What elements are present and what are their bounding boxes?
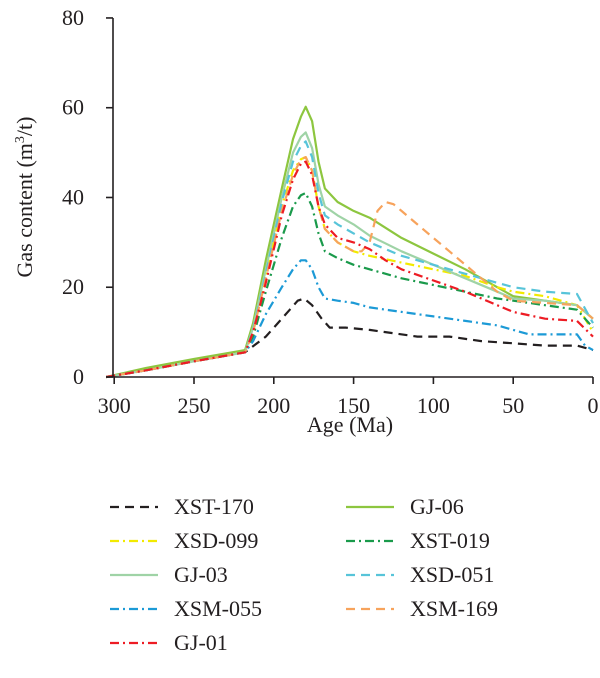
legend-label: XST-170 — [174, 494, 254, 519]
legend: XST-170 GJ-06 XSD-099 XST-019 GJ-03 XSD-051 XS… — [110, 494, 498, 655]
axes — [106, 18, 593, 378]
x-tick-label: 100 — [417, 393, 450, 418]
series-line-gj-01 — [106, 160, 594, 379]
legend-label: GJ-03 — [174, 562, 228, 587]
legend-entry: XST-019 — [346, 528, 490, 553]
legend-entry: XSM-169 — [346, 596, 498, 621]
x-tick-label: 0 — [588, 393, 599, 418]
series-line-xsd-051 — [106, 140, 594, 379]
ticks: 300 250 200 150 100 50 0 0 20 40 60 80 — [62, 5, 599, 418]
legend-label: XSD-051 — [410, 562, 494, 587]
series-line-xsm-169 — [106, 156, 594, 379]
y-tick-label: 0 — [73, 364, 84, 389]
y-axis-title-main: Gas content (m — [12, 143, 37, 277]
legend-label: XST-019 — [410, 528, 490, 553]
legend-entry: GJ-06 — [346, 494, 464, 519]
legend-entry: XST-170 — [110, 494, 254, 519]
y-tick-label: 60 — [62, 95, 84, 120]
legend-label: XSM-169 — [410, 596, 498, 621]
y-axis-title-superscript: 3 — [13, 136, 28, 143]
x-tick-label: 200 — [257, 393, 290, 418]
legend-label: GJ-01 — [174, 630, 228, 655]
legend-entry: GJ-03 — [110, 562, 228, 587]
x-tick-label: 300 — [98, 393, 131, 418]
plot-area — [105, 105, 594, 379]
x-tick-label: 50 — [502, 393, 524, 418]
legend-label: GJ-06 — [410, 494, 464, 519]
y-axis-title: Gas content (m3/t) — [12, 117, 37, 278]
legend-label: XSM-055 — [174, 596, 262, 621]
x-tick-label: 150 — [337, 393, 370, 418]
series-line-gj-03 — [106, 131, 594, 379]
series-line-xsm-055 — [106, 259, 594, 379]
legend-entry: XSD-051 — [346, 562, 494, 587]
x-tick-label: 250 — [178, 393, 211, 418]
y-tick-label: 80 — [62, 5, 84, 30]
y-tick-label: 20 — [62, 274, 84, 299]
legend-entry: XSD-099 — [110, 528, 258, 553]
legend-entry: GJ-01 — [110, 630, 228, 655]
y-tick-label: 40 — [62, 184, 84, 209]
legend-entry: XSM-055 — [110, 596, 262, 621]
series-line-xst-170 — [106, 297, 594, 379]
legend-label: XSD-099 — [174, 528, 258, 553]
x-axis-title: Age (Ma) — [307, 412, 393, 437]
series-line-xst-019 — [106, 191, 594, 379]
y-axis-title-unit: /t) — [12, 117, 37, 137]
